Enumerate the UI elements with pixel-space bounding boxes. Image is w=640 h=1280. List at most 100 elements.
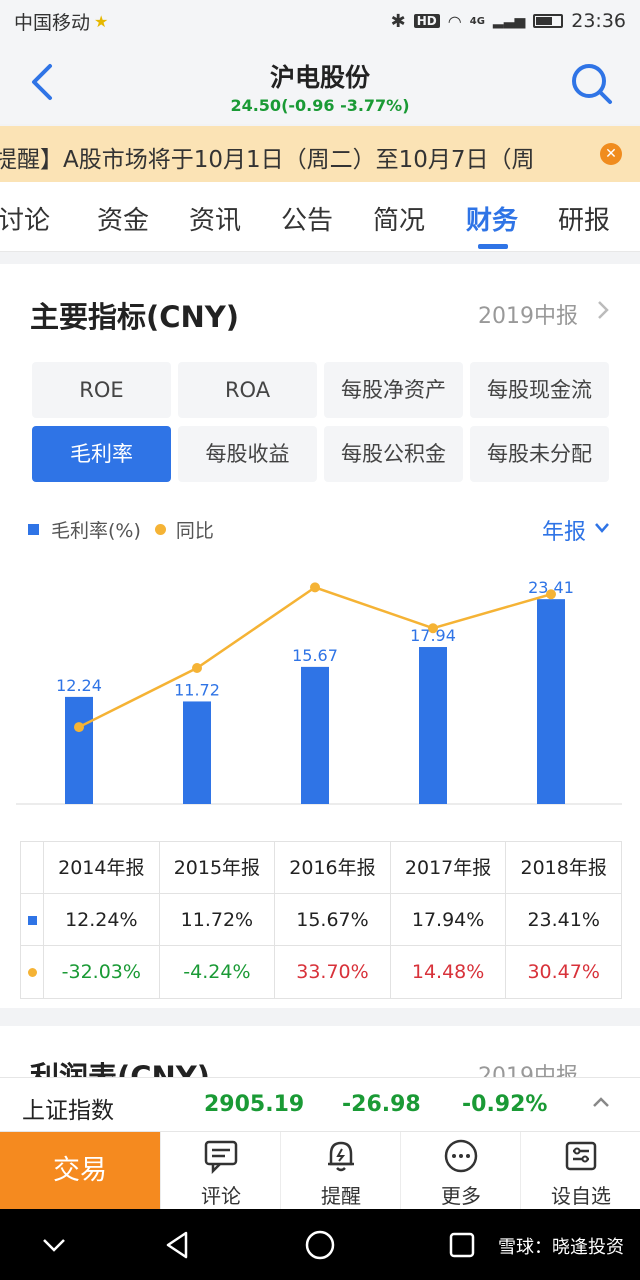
bar-value-label: 15.67 xyxy=(292,646,338,665)
back-triangle-icon[interactable] xyxy=(162,1229,194,1261)
clock-label: 23:36 xyxy=(571,10,626,32)
metric-cfps-button[interactable]: 每股现金流 xyxy=(470,362,609,418)
table-row-marker xyxy=(21,894,43,946)
home-circle-icon[interactable] xyxy=(304,1229,336,1261)
report-period[interactable]: 2019中报 xyxy=(478,304,578,329)
metric-roa-button[interactable]: ROA xyxy=(178,362,317,418)
alert-button[interactable]: 提醒 xyxy=(280,1132,400,1210)
more-button[interactable]: 更多 xyxy=(400,1132,520,1210)
alert-label: 提醒 xyxy=(321,1184,361,1208)
bell-icon xyxy=(328,1141,354,1172)
yoy-point xyxy=(428,623,438,634)
yoy-point xyxy=(74,722,84,733)
index-change: -26.98 xyxy=(342,1092,421,1117)
section-title: 主要指标(CNY) xyxy=(30,300,240,334)
metric-bvps-button[interactable]: 每股净资产 xyxy=(324,362,463,418)
chevron-down-icon[interactable] xyxy=(38,1229,70,1261)
table-cell: 12.24% xyxy=(43,894,159,946)
table-row: 12.24% 11.72% 15.67% 17.94% 23.41% xyxy=(21,894,621,946)
tab-profile[interactable]: 简况 xyxy=(373,206,426,236)
indicators-card: 主要指标(CNY) 2019中报 ROE ROA 每股净资产 每股现金流 毛利率… xyxy=(0,264,640,1008)
legend-series2: 同比 xyxy=(175,520,214,542)
bar-value-label: 11.72 xyxy=(174,680,220,699)
data-table: 2014年报 2015年报 2016年报 2017年报 2018年报 12.24% 11.7… xyxy=(20,841,622,999)
metric-eps-button[interactable]: 每股收益 xyxy=(178,426,317,482)
nav-bar: 沪电股份 24.50(-0.96 -3.77%) xyxy=(0,42,640,124)
tab-news[interactable]: 资讯 xyxy=(189,206,242,236)
metric-gross-margin-button[interactable]: 毛利率 xyxy=(32,426,171,482)
system-nav-bar: 雪球：晓逢投资 xyxy=(0,1209,640,1280)
table-row-marker xyxy=(21,946,43,998)
carrier-label: 中国移动 xyxy=(14,11,91,34)
chart-bar xyxy=(537,599,565,804)
bar-value-label: 23.41 xyxy=(528,578,574,597)
star-icon: ★ xyxy=(94,11,109,31)
search-icon[interactable] xyxy=(570,62,614,106)
stock-price: 24.50(-0.96 -3.77%) xyxy=(230,96,410,115)
chart-bar xyxy=(419,647,447,804)
period-selector[interactable]: 年报 xyxy=(541,520,586,545)
chevron-down-icon[interactable] xyxy=(594,522,610,534)
table-header-cell: 2015年报 xyxy=(158,842,275,894)
chart-legend: 毛利率(%) 同比 xyxy=(28,516,214,543)
tab-bar: 讨论 资金 资讯 公告 简况 财务 研报 xyxy=(0,182,640,252)
bottom-action-bar: 交易 评论 提醒 更多 xyxy=(0,1131,640,1210)
dot-marker-icon xyxy=(27,968,37,977)
chevron-up-icon[interactable] xyxy=(592,1096,610,1108)
close-icon[interactable]: ✕ xyxy=(600,143,622,165)
more-icon xyxy=(444,1139,478,1173)
table-header-cell: 2016年报 xyxy=(274,842,390,894)
comment-button[interactable]: 评论 xyxy=(160,1132,280,1210)
notice-text: 提醒】A股市场将于10月1日（周二）至10月7日（周 xyxy=(0,147,535,173)
chart-bar xyxy=(65,696,93,804)
table-header-cell: 2017年报 xyxy=(389,842,506,894)
tab-research[interactable]: 研报 xyxy=(558,206,611,236)
legend-bar-marker xyxy=(28,524,39,535)
tab-funds[interactable]: 资金 xyxy=(97,206,150,236)
metric-undistributed-button[interactable]: 每股未分配 xyxy=(470,426,609,482)
tab-finance[interactable]: 财务 xyxy=(466,206,519,236)
hd-icon: HD xyxy=(413,14,440,28)
recent-apps-icon[interactable] xyxy=(446,1229,478,1261)
bar-value-label: 12.24 xyxy=(56,676,102,695)
battery-icon xyxy=(533,14,564,28)
table-corner-cell xyxy=(21,842,43,894)
legend-series1: 毛利率(%) xyxy=(51,520,141,542)
table-header-row: 2014年报 2015年报 2016年报 2017年报 2018年报 xyxy=(21,842,621,894)
comment-icon xyxy=(204,1140,238,1174)
watchlist-button[interactable]: 设自选 xyxy=(520,1132,640,1210)
index-value: 2905.19 xyxy=(204,1092,305,1117)
back-icon[interactable] xyxy=(24,62,60,102)
chart-bar xyxy=(183,701,211,804)
table-header-cell: 2014年报 xyxy=(43,842,159,894)
watchlist-icon xyxy=(565,1141,597,1171)
signal-icon: ▂▃▅ xyxy=(492,13,526,29)
metric-roe-button[interactable]: ROE xyxy=(32,362,171,418)
network-type-label: 4G xyxy=(469,15,485,27)
index-percent: -0.92% xyxy=(462,1092,548,1117)
bluetooth-icon: ✱ xyxy=(390,10,406,32)
tab-discussion[interactable]: 讨论 xyxy=(0,206,51,236)
index-name: 上证指数 xyxy=(22,1098,114,1124)
table-cell: -32.03% xyxy=(43,946,159,998)
trade-button[interactable]: 交易 xyxy=(0,1132,160,1210)
table-row: -32.03% -4.24% 33.70% 14.48% 30.47% xyxy=(21,946,621,998)
yoy-point xyxy=(546,589,556,600)
chevron-right-icon[interactable] xyxy=(596,300,610,320)
notice-banner[interactable]: 提醒】A股市场将于10月1日（周二）至10月7日（周 ✕ xyxy=(0,126,640,182)
table-header-cell: 2018年报 xyxy=(505,842,621,894)
more-label: 更多 xyxy=(441,1184,481,1208)
watermark-text: 雪球：晓逢投资 xyxy=(498,1237,624,1258)
stock-name: 沪电股份 xyxy=(269,63,370,92)
watchlist-label: 设自选 xyxy=(551,1184,611,1208)
table-cell: 14.48% xyxy=(389,946,506,998)
index-ticker[interactable]: 上证指数 2905.19 -26.98 -0.92% xyxy=(0,1077,640,1131)
table-cell: 33.70% xyxy=(274,946,390,998)
table-cell: 30.47% xyxy=(505,946,621,998)
tab-announcements[interactable]: 公告 xyxy=(281,206,334,236)
table-cell: 15.67% xyxy=(274,894,390,946)
wifi-icon: ◠ xyxy=(447,11,462,31)
table-cell: 11.72% xyxy=(158,894,275,946)
comment-label: 评论 xyxy=(201,1184,241,1208)
metric-reserve-button[interactable]: 每股公积金 xyxy=(324,426,463,482)
